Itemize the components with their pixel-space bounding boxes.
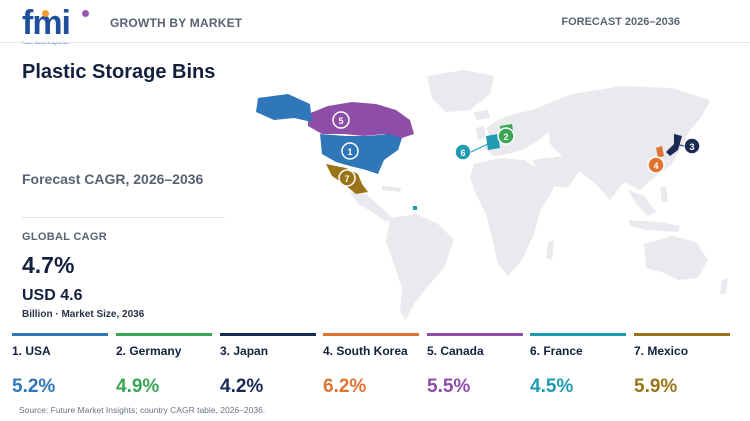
country-cagr: 4.5% <box>530 376 574 397</box>
marker-japan-label: 3 <box>689 142 694 152</box>
marker-south-korea-label: 4 <box>653 161 658 171</box>
country-item-germany: 2. Germany 4.9% <box>116 333 212 398</box>
japan-shape <box>666 134 682 156</box>
country-name: 3. Japan <box>220 344 269 358</box>
logo-dot-purple <box>82 10 89 17</box>
small-island-highlight <box>413 206 417 210</box>
country-cagr: 4.2% <box>220 376 264 397</box>
country-bar <box>116 333 212 336</box>
section-label: GROWTH BY MARKET <box>110 16 243 30</box>
global-cagr-label: GLOBAL CAGR <box>22 231 107 243</box>
country-bar <box>634 333 730 336</box>
country-item-japan: 3. Japan 4.2% <box>220 333 316 398</box>
madagascar-shape <box>546 240 554 260</box>
asia-shape <box>532 86 710 200</box>
marker-mexico: 7 <box>338 169 356 187</box>
country-item-canada: 5. Canada 5.5% <box>427 333 523 398</box>
world-map: 1 2 3 4 5 6 7 <box>256 70 728 320</box>
country-name: 5. Canada <box>427 344 484 358</box>
south-america-shape <box>386 214 454 320</box>
canada-shape <box>308 102 414 138</box>
southeast-asia-shape <box>628 190 656 216</box>
central-america-shape <box>350 192 392 222</box>
greenland-shape <box>427 70 494 112</box>
new-zealand-shape <box>720 278 728 294</box>
forecast-subtitle: Forecast CAGR, 2026–2036 <box>22 171 204 187</box>
marker-germany-label: 2 <box>503 132 508 142</box>
country-item-france: 6. France 4.5% <box>530 333 626 398</box>
country-bar <box>530 333 626 336</box>
iceland-shape <box>474 110 490 120</box>
source-note: Source: Future Market Insights; country … <box>19 405 266 415</box>
country-cagr: 5.2% <box>12 376 56 397</box>
country-bar <box>323 333 419 336</box>
forecast-label: FORECAST 2026–2036 <box>561 16 680 28</box>
philippines-shape <box>660 186 668 202</box>
country-name: 7. Mexico <box>634 344 689 358</box>
panel-divider <box>22 217 225 218</box>
marker-france-label: 6 <box>460 148 465 158</box>
country-name: 6. France <box>530 344 583 358</box>
map-land <box>350 70 728 320</box>
marker-south-korea: 4 <box>647 156 665 174</box>
global-cagr-value: 4.7% <box>22 252 75 278</box>
leader-japan <box>675 143 685 147</box>
marker-usa-label: 1 <box>347 147 352 157</box>
leader-france <box>470 142 491 153</box>
africa-shape <box>470 158 554 276</box>
market-size-value: USD 4.6 <box>22 287 83 304</box>
fmi-logo: fmi Future Market Insights Inc. <box>22 6 92 46</box>
logo-dot-orange <box>42 10 49 17</box>
country-cagr: 5.9% <box>634 376 678 397</box>
australia-shape <box>644 236 708 280</box>
country-item-mexico: 7. Mexico 5.9% <box>634 333 730 398</box>
country-item-south-korea: 4. South Korea 6.2% <box>323 333 419 398</box>
header-divider <box>0 42 750 43</box>
marker-france: 6 <box>454 143 472 161</box>
country-item-usa: 1. USA 5.2% <box>12 333 108 398</box>
country-cagr: 5.5% <box>427 376 471 397</box>
indonesia-shape <box>628 220 680 232</box>
marker-mexico-label: 7 <box>344 174 349 184</box>
middle-east-shape <box>532 156 580 188</box>
country-name: 4. South Korea <box>323 344 408 358</box>
uk-shape <box>476 126 486 140</box>
country-cagr: 4.9% <box>116 376 160 397</box>
country-cagr: 6.2% <box>323 376 367 397</box>
country-name: 2. Germany <box>116 344 182 358</box>
europe-shape <box>484 110 552 156</box>
alaska-shape <box>256 94 312 122</box>
page-title: Plastic Storage Bins <box>22 61 216 83</box>
country-bar <box>427 333 523 336</box>
marker-canada: 5 <box>332 111 350 129</box>
marker-canada-label: 5 <box>338 116 343 126</box>
country-name: 1. USA <box>12 344 51 358</box>
market-size-note: Billion · Market Size, 2036 <box>22 309 145 320</box>
marker-usa: 1 <box>341 142 359 160</box>
country-cagr-list: 1. USA 5.2% 2. Germany 4.9% 3. Japan 4.2… <box>12 333 742 403</box>
marker-germany: 2 <box>497 127 515 145</box>
caribbean-shape <box>382 186 402 192</box>
south-korea-shape <box>656 146 664 158</box>
france-shape <box>486 134 500 150</box>
usa-shape <box>320 134 402 174</box>
country-bar <box>220 333 316 336</box>
country-bar <box>12 333 108 336</box>
marker-japan: 3 <box>683 137 701 155</box>
